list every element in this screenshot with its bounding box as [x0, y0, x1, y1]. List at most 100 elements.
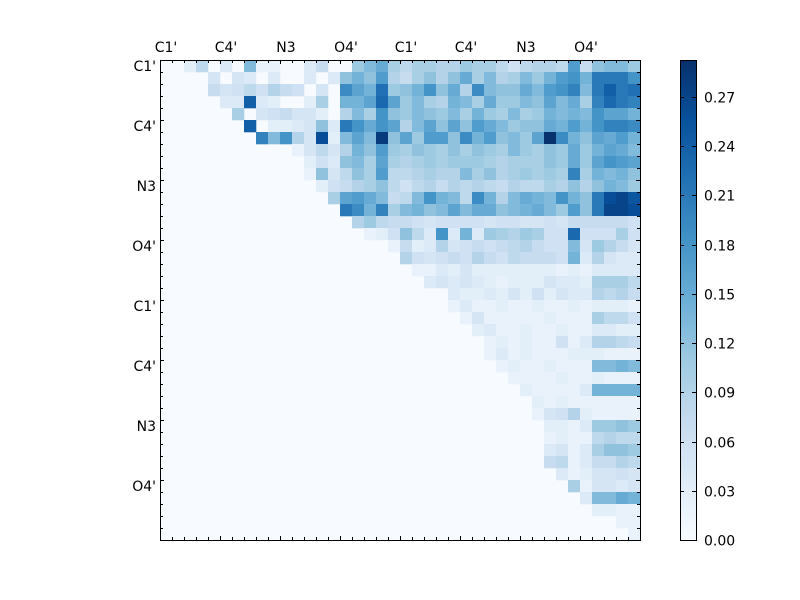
heatmap-cell	[376, 96, 389, 109]
heatmap-cell	[592, 324, 605, 337]
heatmap-cell	[520, 324, 533, 337]
heatmap-cell	[508, 336, 521, 349]
heatmap-cell	[448, 132, 461, 145]
heatmap-cell	[508, 288, 521, 301]
heatmap-cell	[580, 360, 593, 373]
heatmap-cell	[364, 60, 377, 73]
heatmap-cell	[388, 228, 401, 241]
heatmap-cell	[520, 192, 533, 205]
heatmap-cell	[568, 396, 581, 409]
heatmap-cell	[436, 72, 449, 85]
heatmap-cell	[376, 60, 389, 73]
heatmap-cell	[472, 144, 485, 157]
heatmap-cell	[604, 492, 617, 505]
heatmap-cell	[520, 204, 533, 217]
heatmap-cell	[436, 216, 449, 229]
heatmap-cell	[316, 84, 329, 97]
x-tick-label: O4'	[334, 40, 358, 56]
heatmap-cell	[592, 480, 605, 493]
heatmap-cell	[532, 336, 545, 349]
colorbar: 0.00 0.03 0.06 0.09 0.12 0.15 0.18 0.21 0.24 0.27	[680, 60, 735, 550]
heatmap-cell	[424, 228, 437, 241]
heatmap-cell	[400, 60, 413, 73]
heatmap-cell	[268, 60, 281, 73]
heatmap-cell	[472, 288, 485, 301]
heatmap-cell	[580, 96, 593, 109]
heatmap-cell	[616, 204, 629, 217]
heatmap-cell	[568, 336, 581, 349]
heatmap-cell	[544, 252, 557, 265]
heatmap-cell	[448, 168, 461, 181]
heatmap-cell	[472, 96, 485, 109]
heatmap-cell	[604, 228, 617, 241]
heatmap-cell	[604, 180, 617, 193]
heatmap-cell	[616, 492, 629, 505]
heatmap-cell	[556, 132, 569, 145]
heatmap-cell	[616, 156, 629, 169]
heatmap-cell	[520, 108, 533, 121]
heatmap-cell	[532, 360, 545, 373]
heatmap-cell	[604, 168, 617, 181]
heatmap-cell	[568, 156, 581, 169]
heatmap-cell	[304, 60, 317, 73]
heatmap-cell	[436, 120, 449, 133]
heatmap-cell	[592, 216, 605, 229]
heatmap-cell	[424, 84, 437, 97]
heatmap-cell	[520, 72, 533, 85]
heatmap-cell	[508, 324, 521, 337]
heatmap-cell	[436, 168, 449, 181]
heatmap-cell	[424, 96, 437, 109]
heatmap-cell	[568, 432, 581, 445]
heatmap-cell	[436, 276, 449, 289]
heatmap-cell	[460, 72, 473, 85]
heatmap-cell	[568, 168, 581, 181]
heatmap-cell	[508, 84, 521, 97]
heatmap-cell	[628, 252, 641, 265]
colorbar-ticks: 0.00 0.03 0.06 0.09 0.12 0.15 0.18 0.21 0.24 0.27	[680, 91, 735, 550]
heatmap-cell	[520, 348, 533, 361]
heatmap-cell	[328, 72, 341, 85]
heatmap-cell	[412, 240, 425, 253]
heatmap-cell	[484, 144, 497, 157]
heatmap-cell	[532, 324, 545, 337]
heatmap-cell	[328, 132, 341, 145]
heatmap-cell	[352, 108, 365, 121]
heatmap-cell	[484, 240, 497, 253]
heatmap-cell	[568, 144, 581, 157]
heatmap-cell	[472, 204, 485, 217]
heatmap-cell	[316, 180, 329, 193]
heatmap-cell	[556, 156, 569, 169]
heatmap-cell	[568, 276, 581, 289]
heatmap-cell	[628, 132, 641, 145]
heatmap-cell	[232, 108, 245, 121]
heatmap-cell	[424, 108, 437, 121]
heatmap-cell	[628, 336, 641, 349]
heatmap-cell	[628, 360, 641, 373]
heatmap-cell	[400, 240, 413, 253]
heatmap-cell	[604, 396, 617, 409]
heatmap-cell	[604, 372, 617, 385]
heatmap-cell	[556, 264, 569, 277]
heatmap-cell	[460, 288, 473, 301]
heatmap-cell	[604, 216, 617, 229]
heatmap-cell	[556, 408, 569, 421]
heatmap-cell	[532, 84, 545, 97]
heatmap-area: C1' C1' C4' C4' N3 N3 O4' O4' C1' C1' C4' C4' N3 N3 O4…	[132, 40, 641, 541]
heatmap-cell	[556, 72, 569, 85]
heatmap-cell	[424, 156, 437, 169]
heatmap-cell	[556, 468, 569, 481]
heatmap-cell	[424, 72, 437, 85]
heatmap-cell	[628, 456, 641, 469]
heatmap-cell	[364, 108, 377, 121]
heatmap-cell	[496, 288, 509, 301]
heatmap-cell	[484, 180, 497, 193]
heatmap-cell	[376, 192, 389, 205]
heatmap-cell	[580, 72, 593, 85]
heatmap-cell	[592, 288, 605, 301]
heatmap-cell	[376, 108, 389, 121]
heatmap-cell	[484, 276, 497, 289]
heatmap-cell	[340, 72, 353, 85]
heatmap-cell	[568, 60, 581, 73]
heatmap-cell	[484, 72, 497, 85]
heatmap-cell	[532, 144, 545, 157]
